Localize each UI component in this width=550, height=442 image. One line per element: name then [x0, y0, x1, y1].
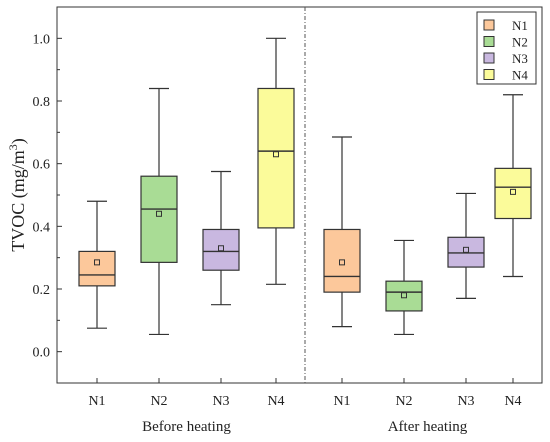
mean-marker — [463, 246, 469, 253]
y-axis-label-main: TVOC (mg/m — [8, 150, 29, 252]
mean-marker — [156, 210, 162, 217]
box-before-heating-n2 — [140, 87, 178, 336]
y-tick-label: 1.0 — [33, 32, 51, 47]
iqr-box — [140, 175, 178, 263]
x-tick-label: N4 — [267, 394, 284, 409]
x-tick-label: N1 — [88, 394, 105, 409]
y-axis-label-close: ) — [8, 138, 29, 144]
box-after-heating-n1 — [323, 136, 361, 328]
iqr-box — [257, 87, 295, 229]
legend-swatch-n4 — [483, 69, 495, 80]
legend-label-n4: N4 — [512, 68, 528, 83]
x-tick-label: N2 — [150, 394, 167, 409]
mean-marker — [273, 151, 279, 158]
y-tick-label: 0.0 — [33, 346, 51, 361]
legend-swatch-n1 — [483, 19, 495, 31]
legend-label-n2: N2 — [512, 35, 528, 50]
legend-label-n1: N1 — [512, 18, 528, 33]
x-tick-label: N2 — [395, 394, 412, 409]
group-label: After heating — [388, 419, 468, 435]
legend-swatch-n2 — [483, 36, 495, 47]
y-axis-label-sup: 3 — [6, 144, 20, 150]
legend-swatch-n3 — [483, 52, 495, 64]
x-tick-label: N3 — [212, 394, 229, 409]
mean-marker — [401, 292, 407, 299]
box-before-heating-n3 — [202, 170, 240, 306]
mean-marker — [94, 259, 100, 266]
y-tick-label: 0.6 — [33, 158, 51, 173]
y-tick-label: 0.4 — [33, 220, 51, 235]
iqr-box — [202, 228, 240, 271]
box-after-heating-n3 — [447, 192, 485, 299]
y-tick-label: 0.8 — [33, 95, 51, 110]
iqr-box — [78, 250, 116, 287]
mean-marker — [339, 259, 345, 266]
iqr-box — [323, 228, 361, 293]
y-axis: 0.0 0.2 0.4 0.6 0.8 1.0 — [33, 6, 62, 384]
iqr-box — [385, 280, 423, 312]
iqr-box — [494, 167, 532, 220]
legend-label-n3: N3 — [512, 51, 528, 66]
y-axis-label: TVOC (mg/m3) — [6, 138, 29, 252]
mean-marker — [218, 245, 224, 252]
box-before-heating-n1 — [78, 200, 116, 329]
x-tick-label: N1 — [333, 394, 350, 409]
mean-marker — [510, 188, 516, 195]
box-before-heating-n4 — [257, 37, 295, 285]
box-after-heating-n4 — [494, 94, 532, 278]
y-tick-label: 0.2 — [33, 283, 51, 298]
x-tick-label: N3 — [457, 394, 474, 409]
x-tick-label: N4 — [504, 394, 521, 409]
x-axis: N1 N2 N3 N4 Before heating N1 N2 N3 N4 After heat… — [88, 378, 522, 435]
plot-frame — [56, 6, 543, 384]
box-after-heating-n2 — [385, 239, 423, 336]
box-series — [78, 37, 532, 336]
group-label: Before heating — [142, 419, 231, 435]
